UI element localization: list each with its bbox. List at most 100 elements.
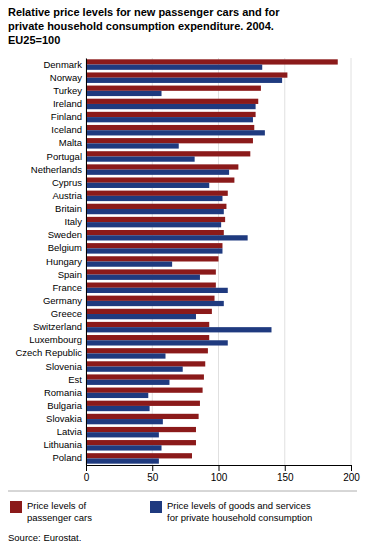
y-tick-label: Finland	[51, 111, 82, 122]
y-tick-label: Malta	[59, 137, 83, 148]
bar-series	[86, 59, 338, 458]
bar	[86, 72, 287, 77]
bar	[86, 414, 199, 419]
bar	[86, 374, 204, 379]
x-tick: 0	[84, 465, 90, 483]
separator	[8, 491, 357, 492]
y-tick-label: Ireland	[53, 98, 82, 109]
legend-label-line: for private household consumption	[167, 512, 312, 523]
x-tick-mark	[219, 465, 220, 471]
bar	[86, 164, 238, 169]
title-line: Relative price levels for new passenger …	[8, 6, 280, 18]
y-tick-label: Spain	[58, 269, 82, 280]
x-tick: 50	[147, 465, 159, 483]
y-tick-label: France	[52, 282, 82, 293]
y-tick-label: Iceland	[51, 124, 82, 135]
y-tick: Hungary	[46, 256, 86, 267]
y-tick-label: Lithuania	[43, 439, 82, 450]
x-tick-mark	[152, 465, 153, 471]
legend-label: Price levels of goods and servicesfor pr…	[167, 500, 312, 523]
y-tick-label: Hungary	[46, 256, 82, 267]
bar	[86, 367, 183, 372]
y-tick: Netherlands	[31, 164, 86, 175]
x-tick-mark	[351, 465, 352, 471]
y-tick-label: Romania	[44, 387, 83, 398]
y-tick: Czech Republic	[15, 347, 86, 358]
legend-label: Price levels ofpassenger cars	[27, 500, 92, 523]
bar	[86, 445, 162, 450]
y-axis-line	[86, 59, 87, 466]
bar	[86, 327, 272, 332]
bar	[86, 248, 222, 253]
y-tick-label: Luxembourg	[29, 334, 82, 345]
x-tick-label: 200	[343, 472, 360, 483]
bar	[86, 301, 224, 306]
bar	[86, 130, 265, 135]
plot: 050100150200DenmarkNorwayTurkeyIrelandFi…	[15, 58, 360, 483]
y-tick: Belgium	[48, 242, 86, 253]
y-tick: Cyprus	[52, 177, 86, 188]
bar	[86, 393, 148, 398]
bar	[86, 458, 159, 463]
bar	[86, 348, 208, 353]
legend-label-line: Price levels of goods and services	[167, 500, 311, 511]
bar	[86, 353, 166, 358]
bar	[86, 322, 209, 327]
y-tick: Denmark	[43, 59, 86, 70]
bar	[86, 177, 234, 182]
bar	[86, 230, 224, 235]
bar	[86, 138, 253, 143]
y-tick: Luxembourg	[29, 334, 86, 345]
bar	[86, 275, 200, 280]
bar	[86, 432, 159, 437]
bar	[86, 406, 150, 411]
title: Relative price levels for new passenger …	[8, 6, 280, 46]
bar	[86, 59, 338, 64]
y-tick: Switzerland	[33, 321, 86, 332]
y-tick-label: Slovakia	[46, 413, 83, 424]
x-tick-label: 50	[147, 472, 159, 483]
y-tick-label: Latvia	[57, 426, 83, 437]
title-line: private household consumption expenditur…	[8, 20, 274, 32]
grid	[86, 58, 351, 465]
y-tick-label: Greece	[51, 308, 82, 319]
bar	[86, 65, 262, 70]
bar	[86, 401, 200, 406]
x-axis: 0 50 100 150 200	[84, 465, 361, 483]
x-tick-label: 100	[211, 472, 228, 483]
bar	[86, 235, 248, 240]
bar	[86, 196, 222, 201]
x-tick: 100	[211, 465, 228, 483]
bar	[86, 117, 253, 122]
x-tick-label: 0	[84, 472, 90, 483]
y-tick-label: Cyprus	[52, 177, 82, 188]
bar	[86, 170, 229, 175]
bar	[86, 156, 195, 161]
y-axis: DenmarkNorwayTurkeyIrelandFinlandIceland…	[15, 59, 86, 466]
y-tick: Britain	[55, 203, 86, 214]
title-line: EU25=100	[8, 34, 60, 46]
x-axis-line	[87, 466, 352, 472]
y-tick: Turkey	[53, 85, 86, 96]
bars	[86, 59, 338, 463]
bar	[86, 262, 172, 267]
y-tick-label: Belgium	[48, 242, 82, 253]
y-tick: Iceland	[51, 124, 86, 135]
y-tick: Greece	[51, 308, 86, 319]
y-tick-label: Switzerland	[33, 321, 82, 332]
bar	[86, 183, 209, 188]
x-tick-label: 150	[277, 472, 294, 483]
y-tick: Portugal	[47, 151, 86, 162]
y-tick-label: Denmark	[43, 59, 82, 70]
bar	[86, 104, 256, 109]
bar	[86, 222, 221, 227]
y-tick: Est	[68, 374, 86, 385]
bar-series	[86, 65, 282, 464]
bar	[86, 309, 212, 314]
y-tick: Poland	[52, 452, 86, 463]
bar	[86, 288, 228, 293]
y-tick-label: Slovenia	[46, 361, 83, 372]
bar	[86, 361, 205, 366]
y-tick: Lithuania	[43, 439, 86, 450]
bar	[86, 209, 224, 214]
